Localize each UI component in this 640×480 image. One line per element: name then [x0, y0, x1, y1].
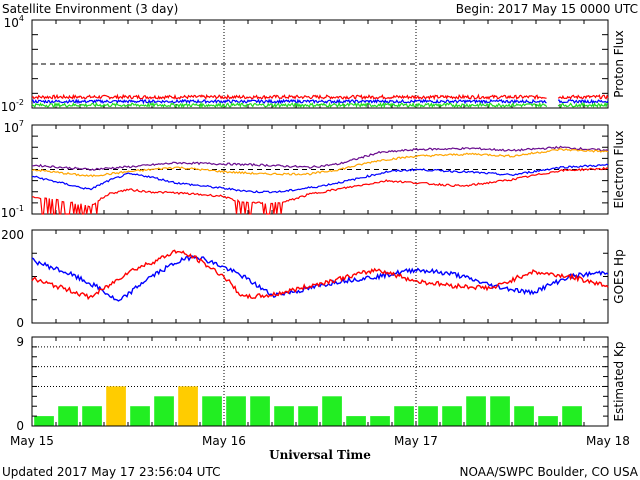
electron-series-purple [32, 145, 609, 171]
hp-frame [31, 229, 609, 324]
begin-label: Begin: 2017 May 15 0000 UTC [456, 2, 638, 16]
proton-y-tick-label-bottom: 10-2 [1, 98, 24, 114]
x-tick-label-0: May 15 [10, 434, 54, 448]
kp-bar [82, 406, 102, 426]
kp-bar [322, 396, 342, 426]
electron-series-red [31, 166, 609, 215]
x-tick-label-1: May 16 [202, 434, 246, 448]
kp-bar [466, 396, 486, 426]
kp-y-axis-label: Estimated Kp [612, 342, 626, 422]
hp-series-red [31, 249, 609, 301]
kp-bar [298, 406, 318, 426]
kp-bar [106, 386, 126, 426]
proton-y-axis-label: Proton Flux [612, 30, 626, 97]
proton-series-blue [31, 98, 609, 105]
electron-series-orange [31, 148, 609, 178]
electron-y-tick-label-top: 107 [4, 119, 24, 135]
proton-series-green [31, 101, 609, 109]
panels: 104 10-2 Proton Flux 107 10-1 Electron Flux 20… [1, 14, 626, 433]
x-tick-label-2: May 17 [394, 434, 438, 448]
kp-bar [394, 406, 414, 426]
kp-bar [250, 396, 270, 426]
kp-bar [418, 406, 438, 426]
kp-bar [562, 406, 582, 426]
x-axis-labels: May 15 May 16 May 17 May 18 [10, 434, 630, 448]
updated-label: Updated 2017 May 17 23:56:04 UTC [2, 465, 220, 479]
proton-y-tick-label-top: 104 [4, 14, 24, 30]
chart-title: Satellite Environment (3 day) [2, 2, 178, 16]
kp-bar [154, 396, 174, 426]
hp-y-tick-label-bottom: 0 [16, 316, 24, 330]
credit-label: NOAA/SWPC Boulder, CO USA [460, 465, 639, 479]
kp-bar [514, 406, 534, 426]
kp-bar [226, 396, 246, 426]
kp-bar [370, 416, 390, 426]
kp-y-tick-label-bottom: 0 [16, 419, 24, 433]
kp-bar [130, 406, 150, 426]
x-tick-label-3: May 18 [586, 434, 630, 448]
hp-y-tick-label-top: 200 [1, 228, 24, 242]
kp-y-tick-label-top: 9 [16, 335, 24, 349]
kp-bar [202, 396, 222, 426]
kp-bar [34, 416, 54, 426]
kp-bar [274, 406, 294, 426]
electron-y-tick-label-bottom: 10-1 [1, 204, 24, 220]
electron-y-axis-label: Electron Flux [612, 131, 626, 209]
x-axis-title: Universal Time [269, 448, 371, 462]
proton-series-red [31, 93, 609, 101]
hp-y-axis-label: GOES Hp [612, 249, 626, 303]
kp-bar [490, 396, 510, 426]
kp-bar [58, 406, 78, 426]
electron-series-blue [31, 163, 609, 194]
hp-series-blue [31, 255, 609, 302]
kp-bar [538, 416, 558, 426]
kp-bar [178, 386, 198, 426]
kp-bar [442, 406, 462, 426]
kp-bar [346, 416, 366, 426]
